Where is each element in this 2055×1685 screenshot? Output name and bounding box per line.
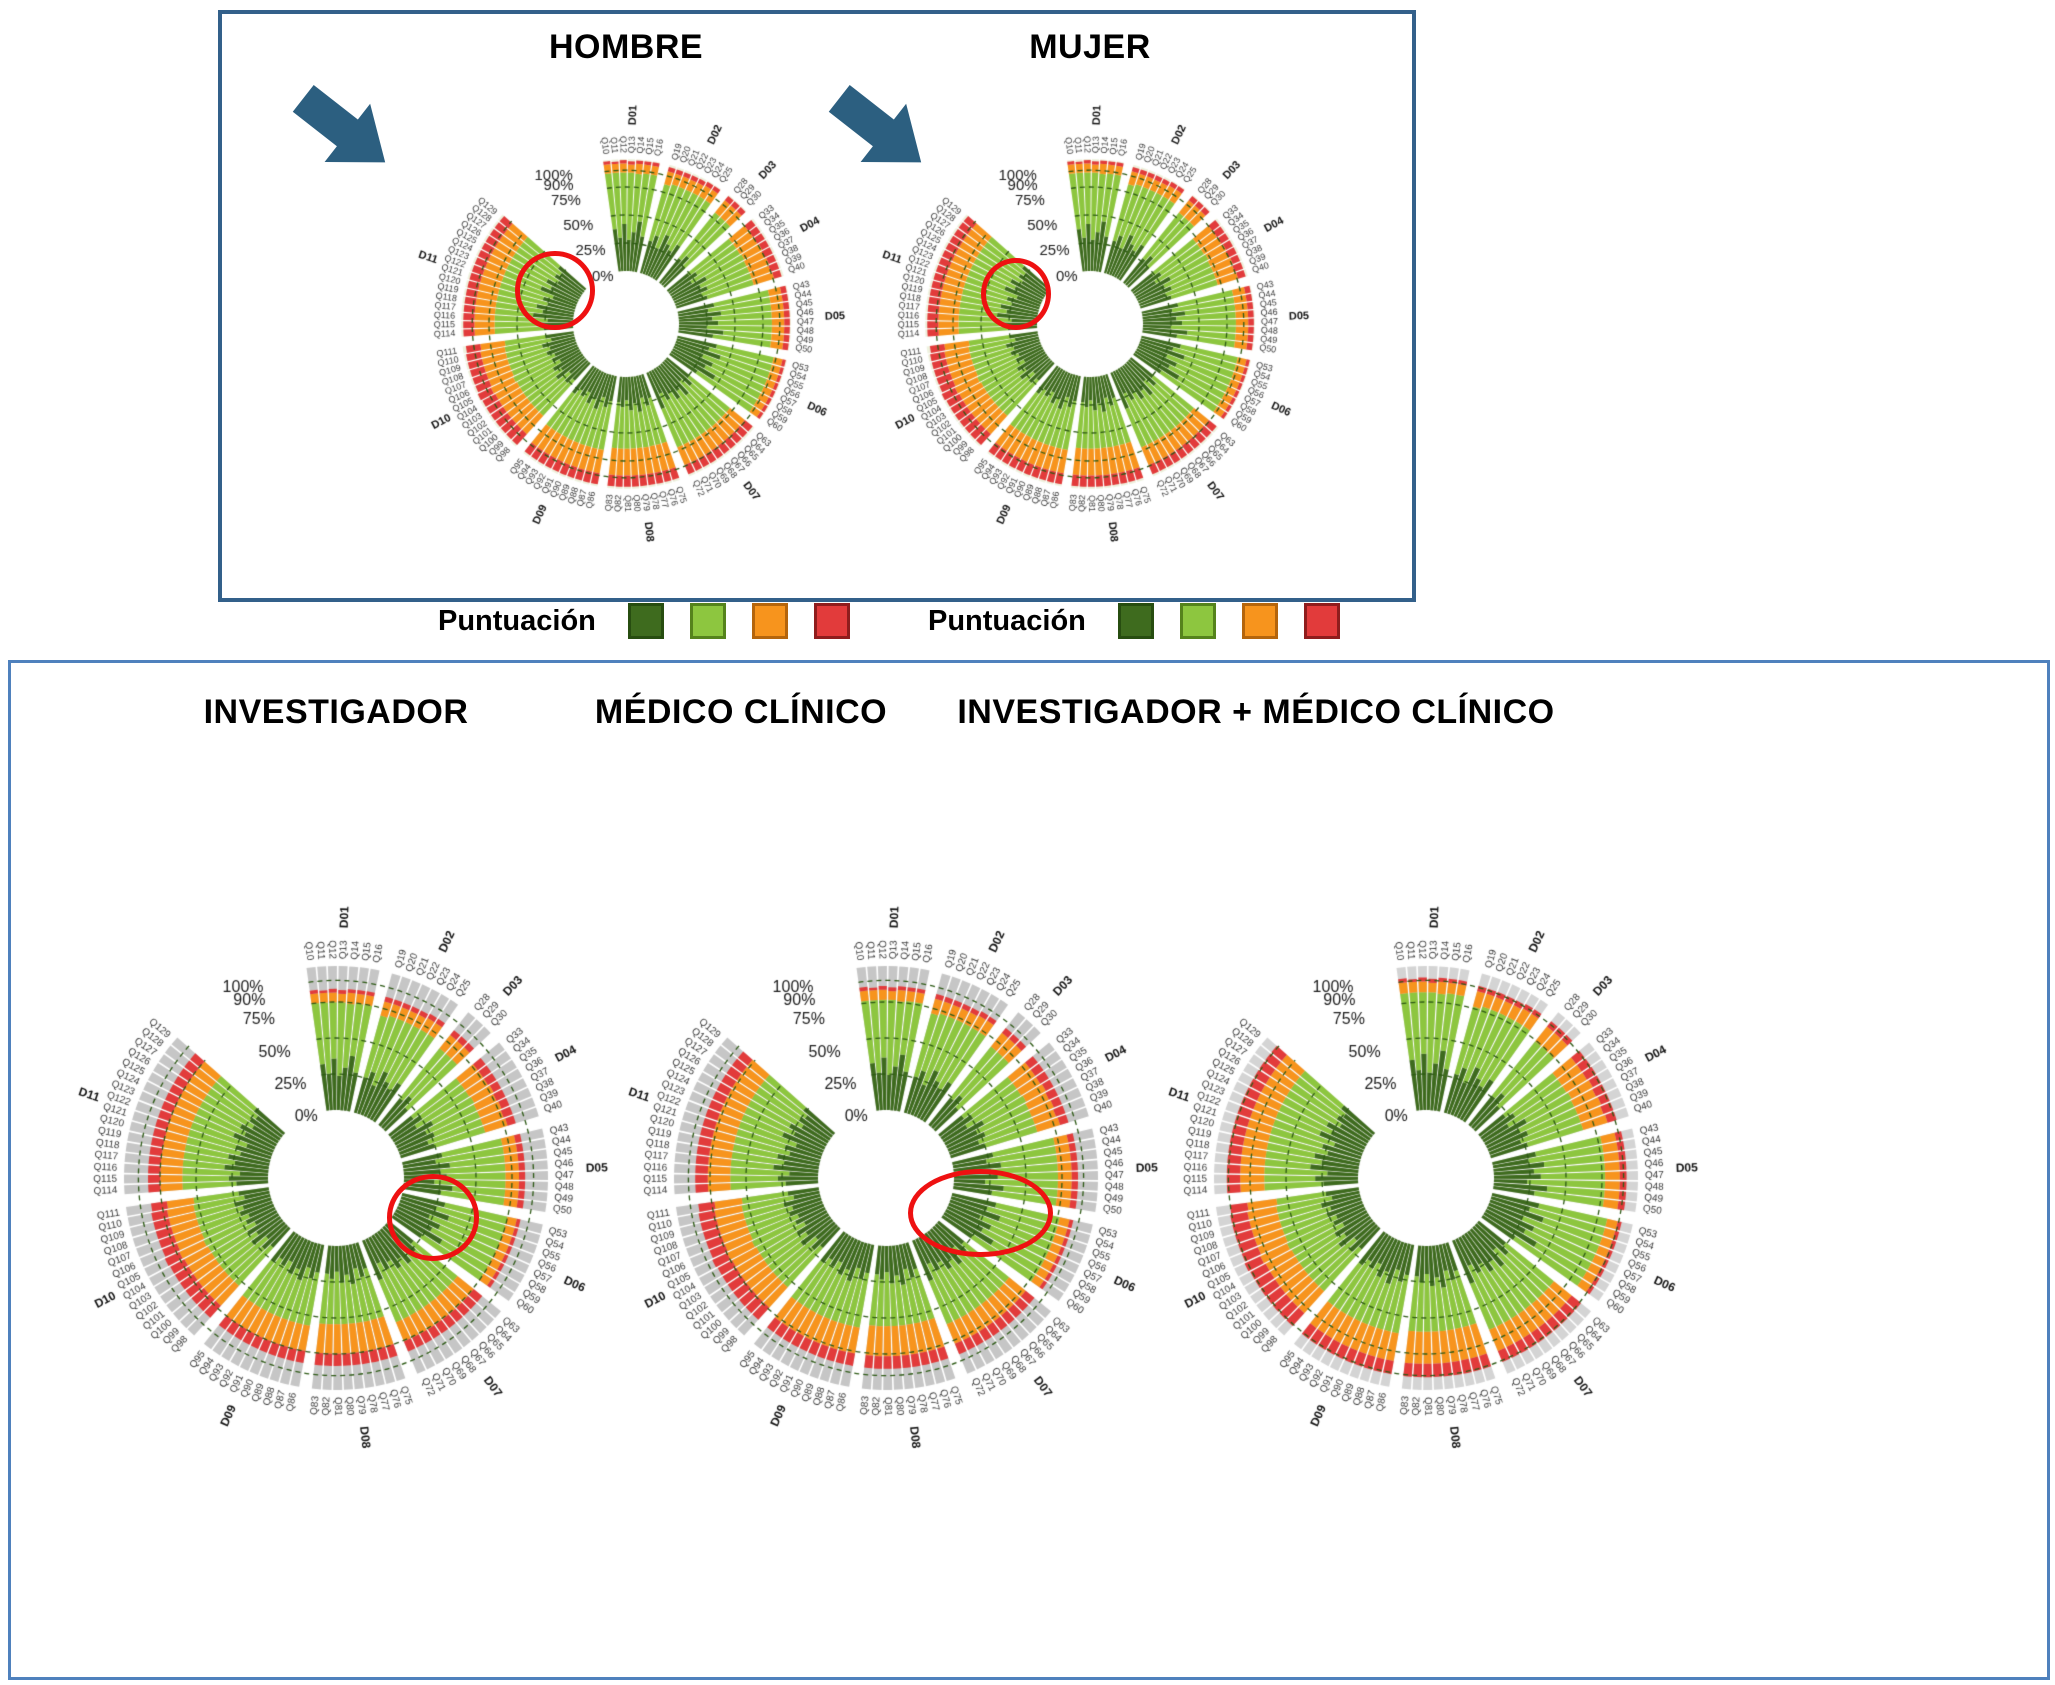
score-swatch-dark-green bbox=[627, 603, 664, 639]
score-swatch-light-green bbox=[1179, 603, 1216, 639]
score-swatch-red bbox=[813, 603, 850, 639]
chart-title-investigador: INVESTIGADOR bbox=[203, 693, 469, 731]
score-swatch-orange bbox=[751, 603, 788, 639]
score-swatch-red bbox=[1303, 603, 1340, 639]
legend-label: Puntuación bbox=[438, 604, 596, 637]
top-panel-sex-comparison: HOMBRE MUJER bbox=[218, 10, 1416, 602]
investigador-medico-clinico-radial-chart bbox=[1076, 828, 1776, 1528]
arrow-icon bbox=[828, 84, 922, 163]
score-swatch-dark-green bbox=[1117, 603, 1154, 639]
chart-title-medico-clinico: MÉDICO CLÍNICO bbox=[594, 693, 888, 731]
chart-title-investigador-medico-clinico: INVESTIGADOR + MÉDICO CLÍNICO bbox=[957, 693, 1555, 731]
legend-label: Puntuación bbox=[928, 604, 1086, 637]
bottom-panel-profession-comparison: INVESTIGADOR MÉDICO CLÍNICO INVESTIGADOR… bbox=[0, 660, 2050, 1680]
score-swatch-orange bbox=[1241, 603, 1278, 639]
arrow-icon bbox=[292, 84, 386, 163]
investigador-medico-clinico-radial-chart-canvas bbox=[1076, 828, 1776, 1528]
chart-title-hombre: HOMBRE bbox=[548, 28, 704, 66]
score-legend: Puntuación bbox=[928, 600, 1340, 642]
chart-title-mujer: MUJER bbox=[1029, 28, 1151, 66]
score-swatch-light-green bbox=[689, 603, 726, 639]
score-legend: Puntuación bbox=[438, 600, 850, 642]
